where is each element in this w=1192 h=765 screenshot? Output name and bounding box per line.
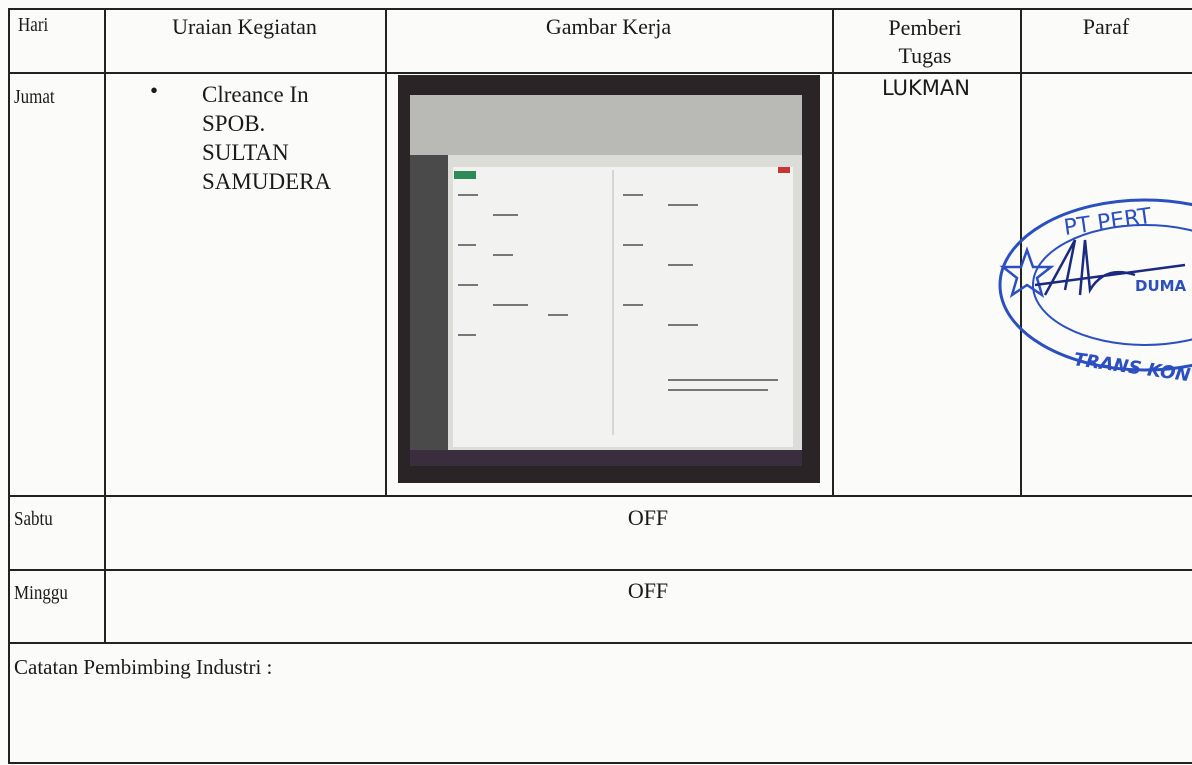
- stamp-text: TRANS KONT: [1072, 349, 1192, 388]
- note-cell: OFF: [627, 578, 669, 603]
- assigner-cell: LUKMAN: [882, 76, 970, 100]
- day-cell: Sabtu: [14, 508, 53, 530]
- day-cell: Minggu: [14, 582, 68, 604]
- work-photo: [398, 75, 820, 483]
- header-cell: Pemberi Tugas: [888, 15, 962, 68]
- header-cell: Gambar Kerja: [545, 14, 672, 39]
- stamp-text: DUMA: [1135, 277, 1187, 295]
- rule: [8, 569, 1192, 571]
- header-cell: Paraf: [1082, 14, 1130, 39]
- day-cell: Jumat: [14, 86, 55, 108]
- activity-item: Clreance In SPOB. SULTAN SAMUDERA: [202, 82, 332, 194]
- header-cell: Uraian Kegiatan: [172, 14, 317, 39]
- note-cell: OFF: [627, 505, 669, 530]
- rule: [8, 8, 10, 763]
- rule: [8, 72, 1192, 74]
- rule: [385, 8, 387, 496]
- rule: [8, 8, 1192, 10]
- rule: [1020, 8, 1022, 496]
- stamp: PT PERT DUMA TRANS KONT: [998, 198, 1192, 388]
- rule: [8, 642, 1192, 644]
- rule: [8, 495, 1192, 497]
- rule: [104, 8, 106, 643]
- header-cell: Hari: [18, 14, 49, 36]
- bullet: •: [150, 78, 159, 103]
- notes-label: Catatan Pembimbing Industri :: [14, 655, 273, 679]
- rule: [832, 8, 834, 496]
- rule: [8, 762, 1192, 764]
